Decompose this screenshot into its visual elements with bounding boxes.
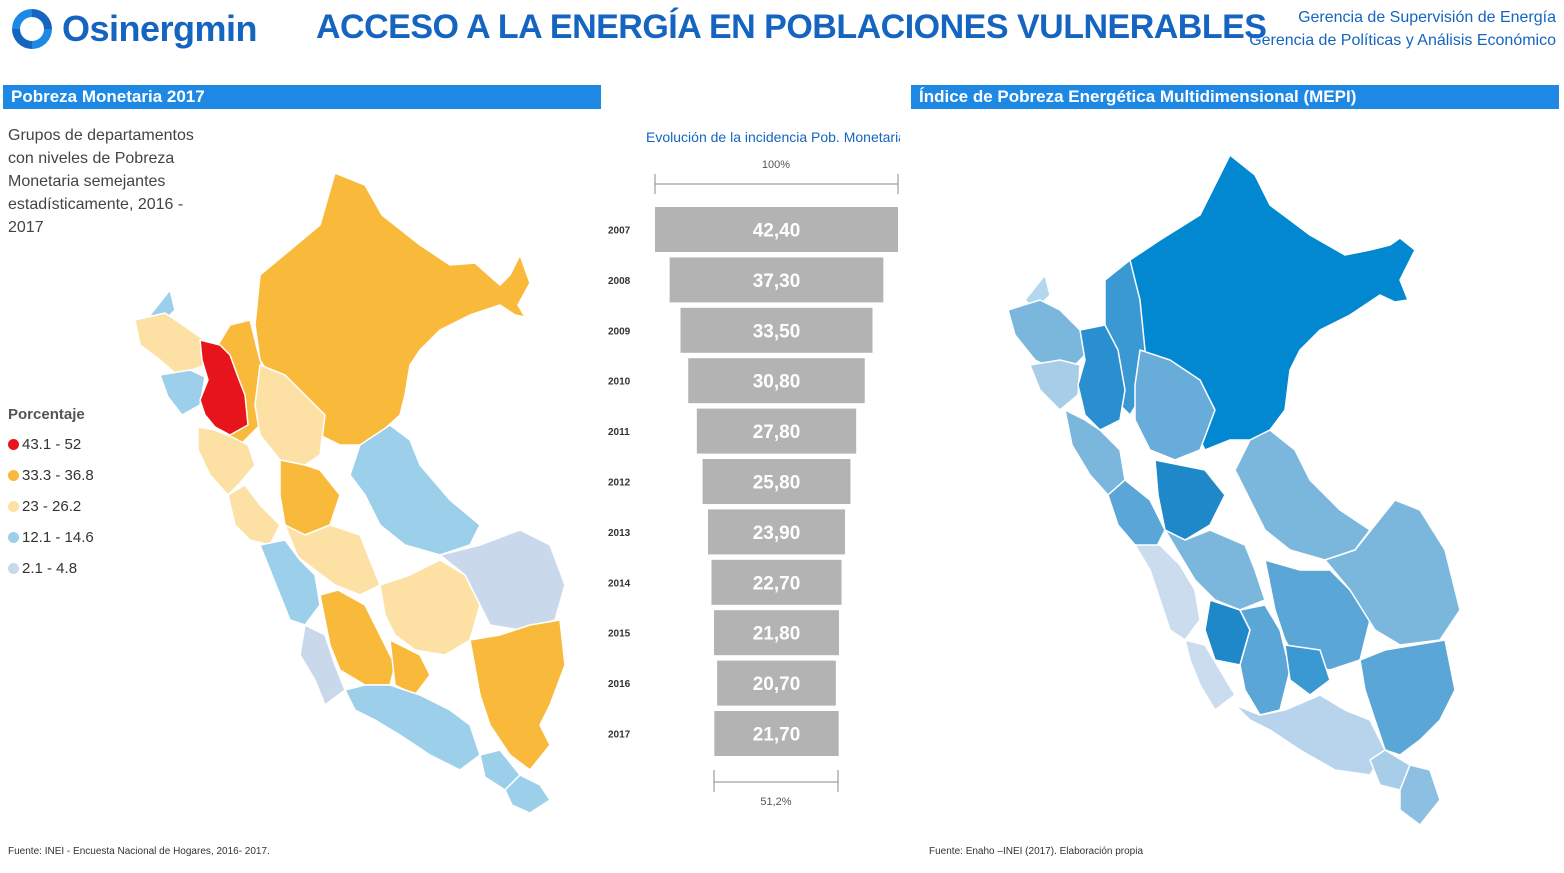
funnel-value-label: 42,40	[753, 221, 801, 242]
mepi-region-junin[interactable]	[1164, 529, 1266, 611]
funnel-bottom-label: 51,2%	[760, 796, 791, 808]
legend-item[interactable]: 23 - 26.2	[8, 491, 198, 522]
mepi-region-ucayali[interactable]	[1234, 429, 1371, 561]
funnel-bar[interactable]	[696, 408, 857, 454]
funnel-value-label: 27,80	[753, 422, 801, 443]
funnel-title: Evolución de la incidencia Pob. Monetari…	[646, 129, 900, 145]
mepi-region-tacna[interactable]	[1399, 764, 1441, 826]
region-san-martin[interactable]	[254, 364, 326, 466]
logo-arrows-icon	[12, 9, 52, 49]
funnel-year-label: 2016	[608, 679, 631, 690]
gerencia-politicas: Gerencia de Políticas y Análisis Económi…	[1249, 32, 1556, 49]
mepi-region-ancash[interactable]	[1107, 479, 1166, 551]
region-ancash[interactable]	[227, 484, 281, 546]
funnel-year-label: 2008	[608, 276, 631, 287]
region-cajamarca[interactable]	[199, 339, 249, 436]
mepi-region-puno[interactable]	[1359, 639, 1456, 756]
funnel-value-label: 20,70	[753, 674, 801, 695]
funnel-value-label: 25,80	[753, 473, 801, 494]
funnel-value-label: 33,50	[753, 321, 801, 342]
mepi-region-san-martin[interactable]	[1134, 349, 1216, 461]
osinergmin-logo[interactable]: Osinergmin	[8, 4, 308, 54]
mepi-region-ica[interactable]	[1184, 639, 1236, 711]
funnel-value-label: 21,70	[753, 725, 801, 746]
funnel-year-label: 2009	[608, 326, 631, 337]
region-loreto[interactable]	[254, 172, 531, 446]
legend-item[interactable]: 2.1 - 4.8	[8, 553, 198, 584]
legend-item[interactable]: 33.3 - 36.8	[8, 460, 198, 491]
region-puno[interactable]	[469, 619, 566, 771]
mepi-map	[1007, 154, 1461, 826]
legend: Porcentaje 43.1 - 52 33.3 - 36.8 23 - 26.2…	[8, 406, 198, 584]
legend-label: 12.1 - 14.6	[22, 529, 94, 546]
mepi-region-lima[interactable]	[1134, 544, 1201, 641]
region-lambayeque[interactable]	[159, 369, 206, 416]
funnel-bar[interactable]	[714, 711, 839, 756]
region-ucayali[interactable]	[349, 424, 481, 556]
source-left: Fuente: INEI - Encuesta Nacional de Hoga…	[8, 846, 270, 857]
funnel-year-label: 2014	[608, 578, 631, 589]
funnel-bar[interactable]	[655, 207, 898, 252]
funnel-value-label: 37,30	[753, 271, 801, 292]
funnel-bar[interactable]	[714, 610, 839, 656]
mepi-region-madre-de-dios[interactable]	[1324, 499, 1461, 646]
gerencia-block: Gerencia de Supervisión de Energía Geren…	[1236, 6, 1556, 52]
legend-swatch	[8, 439, 19, 450]
region-madre-de-dios[interactable]	[439, 529, 566, 631]
funnel-top-label: 100%	[762, 159, 790, 171]
funnel-bar[interactable]	[717, 660, 836, 706]
legend-item[interactable]: 12.1 - 14.6	[8, 522, 198, 553]
legend-label: 43.1 - 52	[22, 436, 82, 453]
funnel-bar[interactable]	[688, 358, 865, 404]
funnel-year-label: 2015	[608, 629, 631, 640]
region-apurimac[interactable]	[389, 639, 431, 696]
legend-label: 23 - 26.2	[22, 498, 82, 515]
funnel-bar[interactable]	[669, 257, 884, 303]
mepi-region-huanuco[interactable]	[1154, 459, 1226, 541]
region-lima[interactable]	[259, 539, 321, 626]
region-tacna[interactable]	[504, 774, 551, 814]
mepi-region-apurimac[interactable]	[1284, 644, 1331, 696]
funnel-year-label: 2013	[608, 528, 631, 539]
legend-swatch	[8, 470, 19, 481]
legend-swatch	[8, 532, 19, 543]
funnel-year-label: 2017	[608, 730, 631, 741]
source-right: Fuente: Enaho –INEI (2017). Elaboración …	[929, 846, 1144, 857]
funnel-year-label: 2012	[608, 478, 631, 489]
funnel-value-label: 21,80	[753, 624, 801, 645]
funnel-value-label: 30,80	[753, 372, 801, 393]
legend-label: 2.1 - 4.8	[22, 560, 78, 577]
legend-title: Porcentaje	[8, 406, 85, 423]
mepi-region-lambayeque[interactable]	[1029, 359, 1081, 411]
mepi-region-cajamarca[interactable]	[1077, 324, 1126, 431]
region-huanuco[interactable]	[279, 459, 341, 536]
funnel-year-label: 2010	[608, 377, 631, 388]
gerencia-supervision: Gerencia de Supervisión de Energía	[1298, 9, 1556, 26]
funnel-bar[interactable]	[702, 459, 851, 504]
legend-swatch	[8, 563, 19, 574]
region-arequipa[interactable]	[344, 684, 481, 771]
funnel-bar[interactable]	[711, 559, 842, 605]
funnel-year-label: 2007	[608, 226, 631, 237]
legend-label: 33.3 - 36.8	[22, 467, 94, 484]
pobreza-monetaria-header: Pobreza Monetaria 2017	[3, 85, 601, 109]
mepi-header: Índice de Pobreza Energética Multidimens…	[911, 85, 1559, 109]
poverty-funnel-chart: Evolución de la incidencia Pob. Monetari…	[608, 129, 900, 808]
funnel-value-label: 23,90	[753, 523, 801, 544]
funnel-bar[interactable]	[680, 307, 873, 353]
legend-swatch	[8, 501, 19, 512]
region-ica[interactable]	[299, 624, 346, 706]
brand-name: Osinergmin	[62, 8, 258, 49]
region-la-libertad[interactable]	[197, 426, 256, 496]
mepi-region-piura[interactable]	[1007, 299, 1091, 371]
legend-item[interactable]: 43.1 - 52	[8, 429, 198, 460]
poverty-map	[134, 172, 566, 814]
page-title: ACCESO A LA ENERGÍA EN POBLACIONES VULNE…	[316, 8, 1267, 46]
funnel-year-label: 2011	[608, 427, 630, 438]
groups-description: Grupos de departamentos con niveles de P…	[8, 127, 194, 236]
funnel-value-label: 22,70	[753, 573, 801, 594]
funnel-bar[interactable]	[708, 509, 845, 555]
